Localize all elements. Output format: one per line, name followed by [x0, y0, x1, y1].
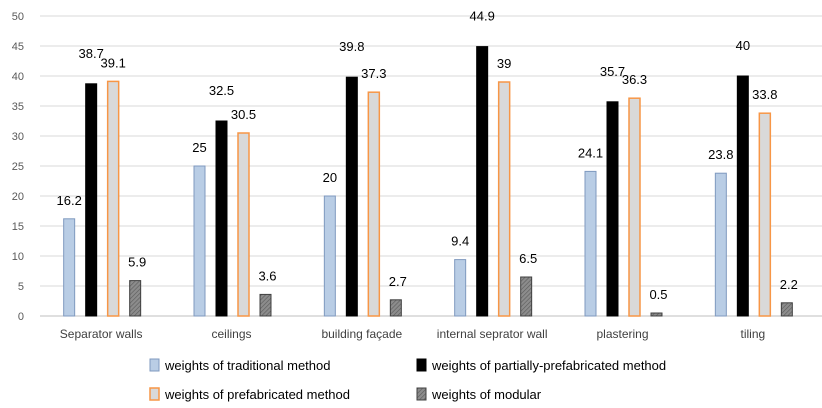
bar	[650, 312, 663, 317]
y-tick-label: 40	[12, 71, 24, 83]
data-label: 5.9	[128, 255, 146, 270]
bar	[736, 75, 749, 317]
data-label: 36.3	[622, 72, 647, 87]
data-label: 39.1	[101, 55, 126, 70]
x-axis: Separator walls ceilings building façade in…	[40, 315, 822, 341]
data-label: 44.9	[470, 9, 495, 24]
legend-swatch	[416, 358, 427, 372]
legend-label: weights of modular	[431, 387, 542, 402]
bar	[367, 91, 381, 317]
bar	[345, 76, 358, 317]
y-tick-label: 5	[18, 281, 24, 293]
data-label: 30.5	[231, 107, 256, 122]
data-label: 32.5	[209, 83, 234, 98]
y-tick-label: 10	[12, 251, 24, 263]
bar	[520, 276, 533, 317]
x-tick-label: Separator walls	[60, 327, 143, 341]
data-label: 38.7	[79, 46, 104, 61]
data-label: 39.8	[339, 39, 364, 54]
y-tick-label: 35	[12, 101, 24, 113]
bar	[389, 299, 402, 317]
bar	[215, 120, 228, 317]
data-label: 23.8	[708, 147, 733, 162]
bars	[63, 46, 793, 317]
data-label: 35.7	[600, 64, 625, 79]
bar	[193, 165, 206, 317]
legend-swatch	[416, 387, 427, 401]
data-label: 0.5	[649, 287, 667, 302]
data-label: 20	[323, 170, 337, 185]
legend-swatch	[149, 358, 160, 372]
x-tick-label: ceilings	[211, 327, 251, 341]
x-tick-label: building façade	[321, 327, 402, 341]
gridlines	[40, 15, 822, 317]
data-label: 9.4	[451, 234, 469, 249]
y-tick-label: 30	[12, 131, 24, 143]
bar	[106, 80, 120, 317]
bar	[714, 172, 727, 317]
y-tick-label: 0	[18, 311, 24, 323]
bar	[63, 218, 76, 317]
x-tick-label: internal seprator wall	[437, 327, 548, 341]
data-label: 33.8	[752, 87, 777, 102]
legend-label: weights of partially-prefabricated metho…	[431, 358, 666, 373]
data-label: 6.5	[519, 251, 537, 266]
legend-label: weights of traditional method	[164, 358, 330, 373]
data-label: 24.1	[578, 145, 603, 160]
bar	[237, 132, 250, 317]
data-label: 3.6	[258, 268, 276, 283]
x-tick-label: tiling	[740, 327, 765, 341]
y-axis: 0 5 10 15 20 25 30 35 40 45 50	[12, 11, 24, 323]
data-label: 37.3	[361, 66, 386, 81]
bar	[606, 101, 619, 317]
bar	[454, 259, 467, 317]
bar	[85, 83, 98, 317]
data-label: 16.2	[57, 193, 82, 208]
bar	[129, 280, 142, 317]
bar	[780, 302, 793, 317]
data-labels: 16.2 38.739.1 5.9 25 32.5 30.5 3.6 20 39.8 37.3 2.…	[57, 9, 798, 302]
bar	[497, 81, 511, 317]
bar	[628, 97, 641, 317]
y-tick-label: 45	[12, 41, 24, 53]
bar	[323, 195, 336, 317]
data-label: 25	[192, 140, 206, 155]
bar	[584, 170, 597, 317]
bar	[259, 293, 272, 317]
legend-swatch	[149, 387, 160, 401]
y-tick-label: 25	[12, 161, 24, 173]
bar	[758, 112, 772, 317]
y-tick-label: 20	[12, 191, 24, 203]
legend: weights of traditional method weights of …	[149, 358, 666, 402]
y-tick-label: 15	[12, 221, 24, 233]
legend-label: weights of prefabricated method	[164, 387, 350, 402]
data-label: 2.2	[780, 277, 798, 292]
bar	[476, 46, 489, 317]
data-label: 40	[736, 38, 750, 53]
data-label: 2.7	[389, 274, 407, 289]
x-tick-label: plastering	[596, 327, 648, 341]
y-tick-label: 50	[12, 11, 24, 23]
data-label: 39	[497, 56, 511, 71]
